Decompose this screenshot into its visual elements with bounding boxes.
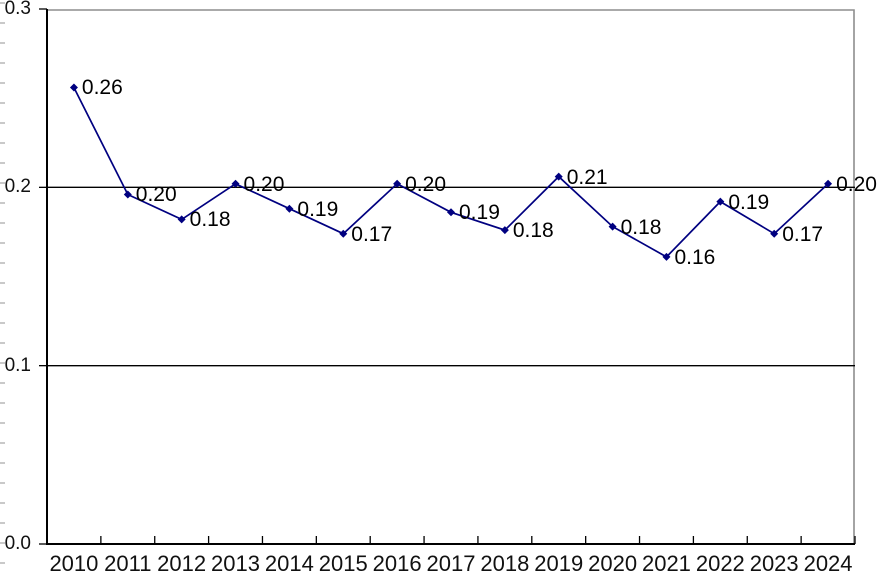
sheet-row-gridline	[0, 222, 5, 224]
data-point-label: 0.20	[836, 172, 877, 196]
data-point-marker	[770, 229, 779, 238]
sheet-row-gridline	[0, 62, 5, 64]
sheet-row-gridline	[0, 182, 5, 184]
data-point-label: 0.18	[620, 215, 662, 239]
data-point-label: 0.19	[297, 197, 339, 221]
sheet-row-gridline	[0, 482, 5, 484]
sheet-row-gridline	[0, 382, 5, 384]
sheet-row-gridline	[0, 422, 5, 424]
x-tick-label: 2024	[803, 551, 853, 576]
data-point-label: 0.19	[728, 190, 770, 214]
x-tick-label: 2012	[157, 551, 207, 576]
data-point-label: 0.18	[512, 219, 554, 243]
sheet-row-gridline	[0, 242, 5, 244]
y-tick-label: 0.2	[4, 176, 31, 198]
data-point-marker	[123, 190, 132, 199]
data-point-marker	[824, 179, 833, 188]
plot-border-gray	[47, 9, 855, 544]
sheet-row-gridline	[0, 542, 5, 544]
data-point-label: 0.20	[405, 172, 446, 196]
y-tick-label: 0.3	[4, 0, 31, 19]
x-tick-label: 2015	[318, 551, 368, 576]
sheet-row-gridline	[0, 342, 5, 344]
sheet-row-gridline	[0, 562, 5, 564]
data-point-marker	[554, 172, 563, 181]
data-point-marker	[231, 179, 240, 188]
data-point-label: 0.19	[459, 201, 500, 225]
sheet-row-gridline	[0, 502, 5, 504]
data-point-marker	[662, 252, 671, 261]
data-point-marker	[393, 179, 402, 188]
sheet-row-gridline	[0, 2, 5, 4]
data-point-marker	[339, 229, 348, 238]
data-point-marker	[500, 226, 509, 235]
x-tick-label: 2020	[588, 551, 638, 576]
x-tick-label: 2022	[695, 551, 745, 576]
data-point-label: 0.26	[81, 76, 123, 100]
axis-lines	[46, 9, 855, 545]
sheet-row-gridline	[0, 22, 5, 24]
y-tick-label: 0.1	[4, 354, 31, 376]
data-point-marker	[69, 83, 78, 92]
x-tick-label: 2013	[211, 551, 260, 576]
x-tick-label: 2014	[264, 551, 314, 576]
sheet-row-gridline	[0, 462, 5, 464]
sheet-row-gridline	[0, 442, 5, 444]
data-point-marker	[716, 197, 725, 206]
sheet-row-gridline	[0, 322, 5, 324]
sheet-row-gridline	[0, 282, 5, 284]
data-point-label: 0.20	[243, 172, 285, 196]
data-point-marker	[285, 204, 294, 213]
data-point-marker	[447, 208, 455, 217]
data-point-marker	[177, 215, 186, 224]
x-tick-label: 2010	[49, 551, 99, 576]
data-point-label: 0.20	[135, 183, 177, 207]
data-point-label: 0.17	[782, 222, 824, 246]
sheet-row-gridline	[0, 102, 5, 104]
sheet-row-gridline	[0, 362, 5, 364]
sheet-row-gridline	[0, 302, 5, 304]
sheet-row-gridline	[0, 522, 5, 524]
x-tick-label: 2011	[104, 551, 152, 576]
sheet-row-gridline	[0, 142, 5, 144]
series-line	[73, 87, 829, 258]
data-point-label: 0.21	[566, 165, 608, 189]
sheet-row-gridline	[0, 262, 5, 264]
sheet-row-gridline	[0, 162, 5, 164]
data-point-label: 0.17	[351, 222, 393, 246]
x-tick-label: 2018	[480, 551, 530, 576]
data-point-label: 0.16	[674, 245, 716, 269]
x-tick-label: 2016	[372, 551, 422, 576]
data-point-label: 0.18	[189, 208, 231, 232]
sheet-row-gridline	[0, 202, 5, 204]
x-tick-label: 2019	[534, 551, 584, 576]
sheet-row-gridline	[0, 82, 5, 84]
x-tick-label: 2023	[749, 551, 799, 576]
sheet-row-gridline	[0, 402, 5, 404]
sheet-row-gridline	[0, 122, 5, 124]
x-tick-label: 2021	[641, 551, 691, 576]
data-point-marker	[608, 222, 617, 231]
x-tick-label: 2017	[426, 551, 476, 576]
sheet-row-gridline	[0, 42, 5, 44]
y-tick-label: 0.0	[4, 533, 31, 554]
